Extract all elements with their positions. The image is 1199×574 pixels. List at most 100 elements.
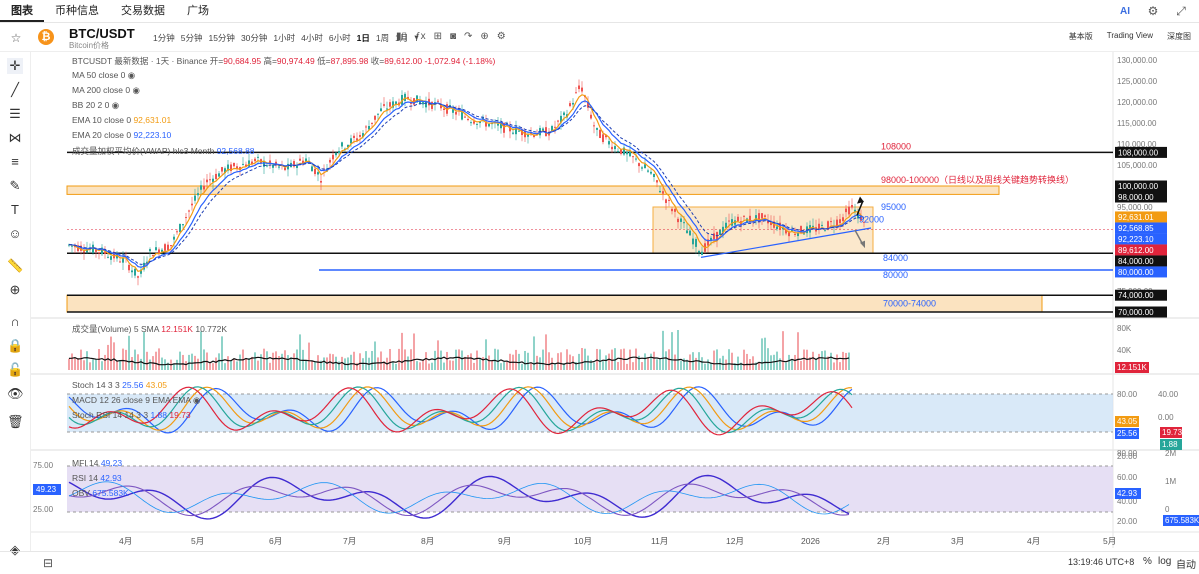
volume-bar xyxy=(116,361,118,370)
volume-bar xyxy=(716,349,718,370)
volume-bar xyxy=(746,353,748,370)
trendline-icon[interactable]: ╱ xyxy=(11,82,19,97)
volume-bar xyxy=(89,362,91,370)
price-tag xyxy=(1115,255,1167,267)
interval-1w[interactable]: 1周 xyxy=(375,33,390,43)
candle-body xyxy=(182,224,184,226)
candle-body xyxy=(671,208,673,212)
interval-30m[interactable]: 30分钟 xyxy=(240,33,268,43)
interval-5m[interactable]: 5分钟 xyxy=(180,33,203,43)
view-depth[interactable]: 深度图 xyxy=(1167,32,1191,41)
star-icon[interactable]: ☆ xyxy=(10,31,22,45)
interval-15m[interactable]: 15分钟 xyxy=(208,33,235,43)
indicators-icon[interactable]: ƒx xyxy=(415,31,426,42)
volume-bar xyxy=(848,352,850,370)
volume-bar xyxy=(311,361,313,370)
candle-body xyxy=(563,112,565,116)
lock-icon[interactable]: 🔓 xyxy=(7,362,24,377)
candle-body xyxy=(293,161,295,167)
candle-body xyxy=(737,216,739,222)
fib-icon[interactable]: ≡ xyxy=(11,154,19,169)
volume-bar xyxy=(449,360,451,370)
interval-6h[interactable]: 6小时 xyxy=(328,33,351,43)
volume-bar xyxy=(578,353,580,370)
auto-toggle[interactable]: 自动 xyxy=(1176,560,1196,571)
trash-icon[interactable]: 🗑 xyxy=(7,414,24,429)
camera-icon[interactable]: ◙ xyxy=(449,31,457,42)
date-range-icon[interactable]: ⊟ xyxy=(42,556,54,570)
ma200-legend: MA 200 close 0 ◉ xyxy=(72,85,140,95)
volume-bar xyxy=(398,348,400,370)
horizontal-lines-icon[interactable]: ☰ xyxy=(9,106,21,121)
eye-icon[interactable]: ◉ xyxy=(192,395,201,405)
tab-trade-data[interactable]: 交易数据 xyxy=(121,5,165,17)
candle-body xyxy=(347,144,349,148)
tab-chart[interactable]: 图表 xyxy=(0,0,44,22)
candle-body xyxy=(320,180,322,183)
interval-1d[interactable]: 1日 xyxy=(356,33,370,43)
eye-icon[interactable]: ◉ xyxy=(132,85,140,95)
volume-bar xyxy=(161,357,163,370)
interval-1M[interactable]: 1月 xyxy=(395,33,409,43)
settings-icon[interactable]: ⚙ xyxy=(1147,4,1159,18)
volume-bar xyxy=(608,353,610,370)
candle-body xyxy=(455,111,457,115)
zoom-icon[interactable]: ⊕ xyxy=(9,282,21,297)
emoji-icon[interactable]: ☺ xyxy=(8,226,22,241)
candle-body xyxy=(425,101,427,108)
percent-toggle[interactable]: % xyxy=(1143,556,1152,567)
candle-body xyxy=(749,215,751,222)
price-tag-label: 108,000.00 xyxy=(1118,148,1159,157)
interval-1h[interactable]: 1小时 xyxy=(273,33,296,43)
obv-axis-label: 0 xyxy=(1165,505,1170,514)
eye-icon[interactable]: ◉ xyxy=(127,70,136,80)
tab-coin-info[interactable]: 币种信息 xyxy=(55,5,99,17)
interval-4h[interactable]: 4小时 xyxy=(301,33,323,43)
layout-icon[interactable]: ⊞ xyxy=(433,31,442,42)
volume-bar xyxy=(632,362,634,370)
candle-body xyxy=(131,270,133,273)
magnet-icon[interactable]: ∩ xyxy=(10,314,20,329)
text-icon[interactable]: T xyxy=(11,202,19,217)
candle-body xyxy=(839,219,841,224)
interval-1m[interactable]: 1分钟 xyxy=(153,33,175,43)
ruler-icon[interactable]: 📏 xyxy=(7,258,24,273)
tab-square[interactable]: 广场 xyxy=(187,5,209,17)
add-circle-icon[interactable]: ⊕ xyxy=(480,31,489,42)
channel-icon[interactable]: ⋈ xyxy=(8,130,22,145)
clock: 13:19:46 UTC+8 xyxy=(1068,557,1135,567)
price-tag-label: 92,223.10 xyxy=(1118,235,1154,244)
candle-body xyxy=(518,130,520,132)
interval-more-chevron-down-icon[interactable]: ▾ xyxy=(414,32,419,42)
log-toggle[interactable]: log xyxy=(1158,556,1172,567)
fullscreen-icon[interactable]: ⤢ xyxy=(1176,3,1186,18)
eye-icon[interactable]: 👁 xyxy=(7,386,24,401)
symbol-name[interactable]: BTC/USDT xyxy=(69,26,135,41)
eye-icon[interactable]: ◉ xyxy=(111,100,120,110)
ai-icon[interactable]: AI xyxy=(1120,5,1130,17)
lock-drawing-icon[interactable]: 🔒 xyxy=(7,338,24,353)
redo-icon[interactable]: ↷ xyxy=(464,31,473,42)
price-axis-label: 120,000.00 xyxy=(1117,98,1158,107)
price-tag-label: 74,000.00 xyxy=(1118,291,1154,300)
osc-left-tag-label: 49.23 xyxy=(36,485,57,494)
volume-bar xyxy=(566,349,568,370)
candle-body xyxy=(743,215,745,217)
volume-bar xyxy=(800,361,802,370)
candle-body xyxy=(263,160,265,167)
volume-bar xyxy=(203,349,205,370)
volume-bar xyxy=(845,352,847,370)
view-tradingview[interactable]: Trading View xyxy=(1106,31,1153,40)
candle-body xyxy=(329,159,331,163)
candle-body xyxy=(836,219,838,227)
layers-icon[interactable]: ◈ xyxy=(10,542,20,557)
candle-type-icon[interactable]: ▮▯ xyxy=(396,31,408,42)
candle-body xyxy=(284,167,286,171)
brush-icon[interactable]: ✎ xyxy=(9,178,21,193)
candle-body xyxy=(440,104,442,109)
settings-circle-icon[interactable]: ⚙ xyxy=(496,31,506,42)
view-basic[interactable]: 基本版 xyxy=(1068,32,1093,41)
crosshair-icon[interactable]: ✛ xyxy=(7,58,23,74)
candle-body xyxy=(116,254,118,259)
chart-area[interactable]: 108000 98000-100000（日线以及周线关键趋势转换线） 95000 92… xyxy=(31,52,1199,548)
